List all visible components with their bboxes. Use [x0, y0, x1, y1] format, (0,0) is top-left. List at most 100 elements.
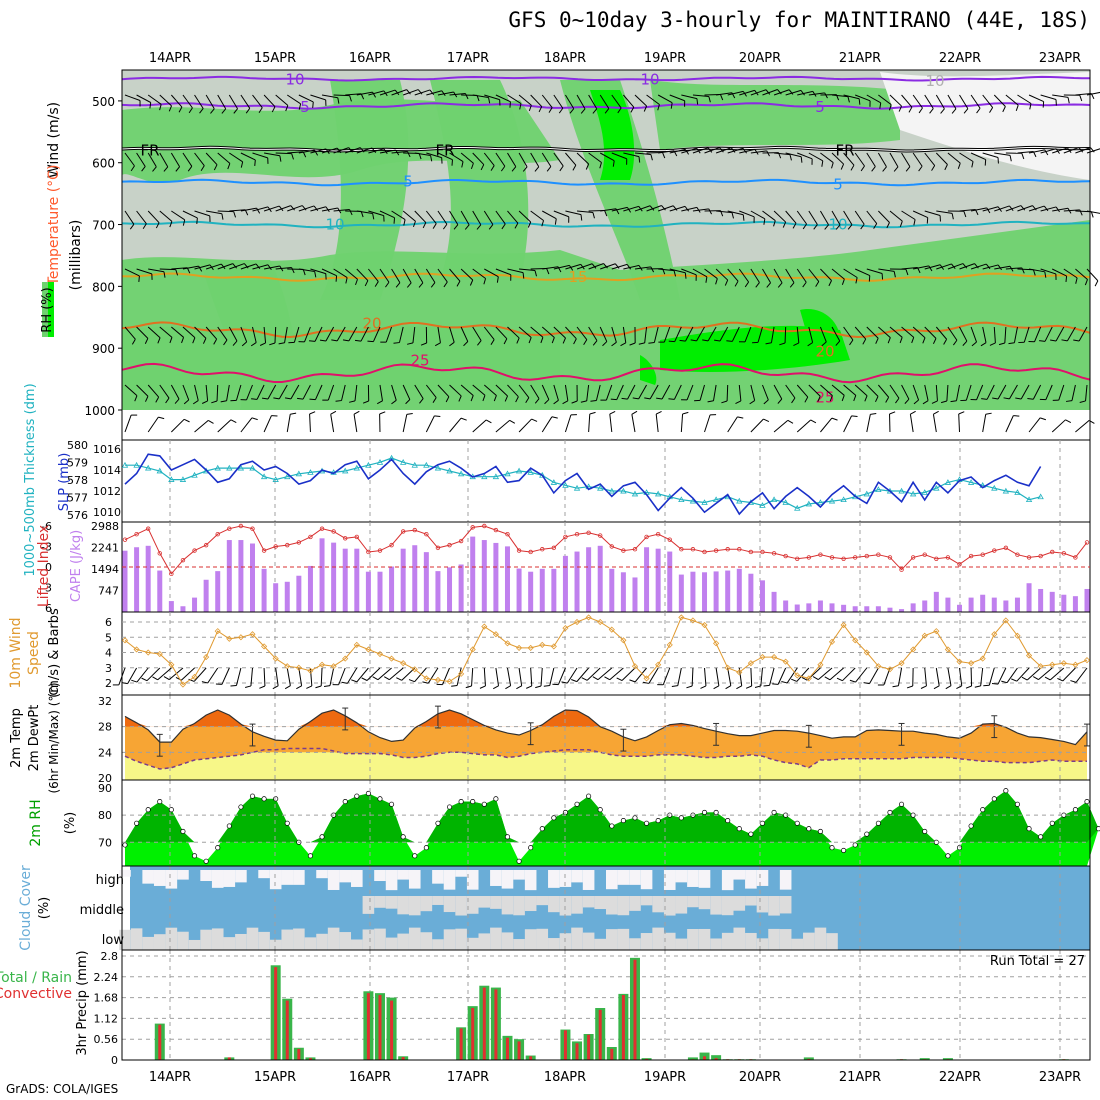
wind-speed-marker	[133, 646, 140, 653]
wind-barb-flag	[840, 163, 845, 170]
li-marker	[563, 534, 568, 540]
wind-barb	[662, 667, 671, 685]
cape-bar	[841, 604, 847, 612]
wind-barb-flag	[777, 282, 783, 288]
rh2m-marker	[1049, 820, 1055, 826]
wind-barb	[338, 667, 346, 685]
wind-barb-flag	[1061, 339, 1068, 342]
wind-barb-flag	[279, 155, 282, 162]
li-marker	[157, 551, 162, 556]
wind-barb	[854, 326, 867, 340]
wind-barb-flag	[735, 400, 742, 404]
wind-barb-flag	[943, 338, 948, 345]
wind-barb	[657, 94, 673, 104]
cape-bar	[319, 538, 325, 612]
rh2m-marker	[180, 828, 186, 834]
wind-barb	[785, 152, 802, 158]
wind-speed-marker	[643, 675, 650, 682]
li-marker	[690, 547, 696, 552]
wind-barb	[808, 384, 821, 397]
wind-barb-flag	[944, 164, 948, 171]
wind-barb	[246, 384, 253, 401]
cloud-mid-cell	[617, 896, 630, 916]
wind-barb-flag	[870, 412, 877, 415]
wind-barb	[553, 210, 569, 218]
rh2m-marker	[736, 826, 742, 832]
wind-barb-flag	[221, 108, 227, 114]
wind-barb	[658, 150, 675, 154]
wind-barb	[287, 151, 304, 154]
wind-barb-flag	[932, 338, 937, 345]
cloud-high-cell	[443, 870, 456, 890]
cape-bar	[307, 565, 313, 612]
wind-barb	[263, 415, 272, 433]
wind-barb-flag	[1079, 95, 1083, 102]
wind-barb	[553, 264, 570, 270]
cloud-high-cell	[675, 870, 688, 883]
rh2m-marker	[423, 845, 429, 851]
wind-barb	[843, 152, 855, 166]
wind-barb	[530, 152, 540, 168]
wind-barb	[994, 265, 1011, 270]
wind-barb-flag	[188, 107, 193, 114]
wind-barb-flag	[841, 395, 845, 402]
rh2m-marker	[389, 801, 395, 807]
wind-barb-flag	[192, 337, 196, 344]
wind-barb	[1052, 268, 1067, 277]
wind-barb-flag	[250, 342, 257, 347]
precip-convective-bar	[598, 1009, 602, 1060]
contour-label: 5	[403, 172, 413, 190]
wind-barb	[286, 94, 301, 105]
wind-barb	[194, 210, 210, 217]
wind-barb	[170, 384, 180, 400]
thickness-tick-label: 577	[67, 492, 88, 505]
wind-barb-flag	[422, 681, 429, 684]
wind-barb-flag	[985, 412, 992, 415]
li-marker	[806, 555, 812, 560]
cape-bar	[1038, 588, 1044, 612]
wind-barb	[426, 90, 442, 96]
wind-barb	[843, 326, 854, 341]
wind-barb	[136, 326, 149, 339]
cloud-low-cell	[629, 938, 641, 950]
wind-barb	[692, 147, 709, 154]
run-total-label: Run Total = 27	[990, 954, 1085, 969]
wind-barb	[193, 667, 207, 682]
cloud-mid-cell	[768, 896, 780, 916]
wind-barb-flag	[157, 337, 161, 344]
cloud-mid-cell	[455, 896, 467, 916]
wind-barb	[356, 667, 369, 683]
cloud-high-cell	[200, 870, 212, 882]
wind-barb-flag	[1008, 342, 1015, 345]
wind-barb	[495, 419, 510, 433]
panel-frame	[121, 439, 1091, 523]
rh2m-marker	[551, 815, 557, 821]
wind-barb	[680, 414, 684, 433]
wind-barb-flag	[432, 223, 437, 229]
wind-barb	[976, 384, 984, 400]
wind-barb-flag	[773, 220, 776, 227]
rh2m-marker	[1003, 788, 1009, 794]
wind-barb	[588, 326, 598, 341]
wind-barb	[634, 152, 651, 155]
wind-barb-flag	[152, 676, 158, 681]
wind-barb-flag	[1044, 271, 1047, 278]
precip-tick-label: 2.8	[101, 950, 119, 963]
li-marker	[424, 532, 429, 537]
wind-barb	[293, 326, 300, 343]
wind-barb-flag	[442, 223, 448, 230]
panel-labels: Wind (m/s)Temperature (°C)RH (%)(milliba…	[0, 102, 90, 1056]
wind-barb	[808, 152, 824, 162]
wind-barb	[377, 667, 392, 681]
wind-barb	[889, 326, 903, 338]
wind-barb	[298, 149, 315, 154]
wind-barb-flag	[997, 264, 1002, 271]
rh2m-high-fill	[125, 790, 1099, 843]
cape-bar	[609, 568, 615, 612]
thickness-label: 1000~500mb Thickness (dm)	[23, 383, 38, 576]
cloud-high-cell	[548, 870, 560, 888]
wind-barb	[932, 414, 937, 433]
page-title: GFS 0~10day 3-hourly for MAINTIRANO (44E…	[508, 8, 1090, 32]
wind-speed-marker	[910, 646, 917, 653]
rh2m-marker	[273, 796, 279, 802]
